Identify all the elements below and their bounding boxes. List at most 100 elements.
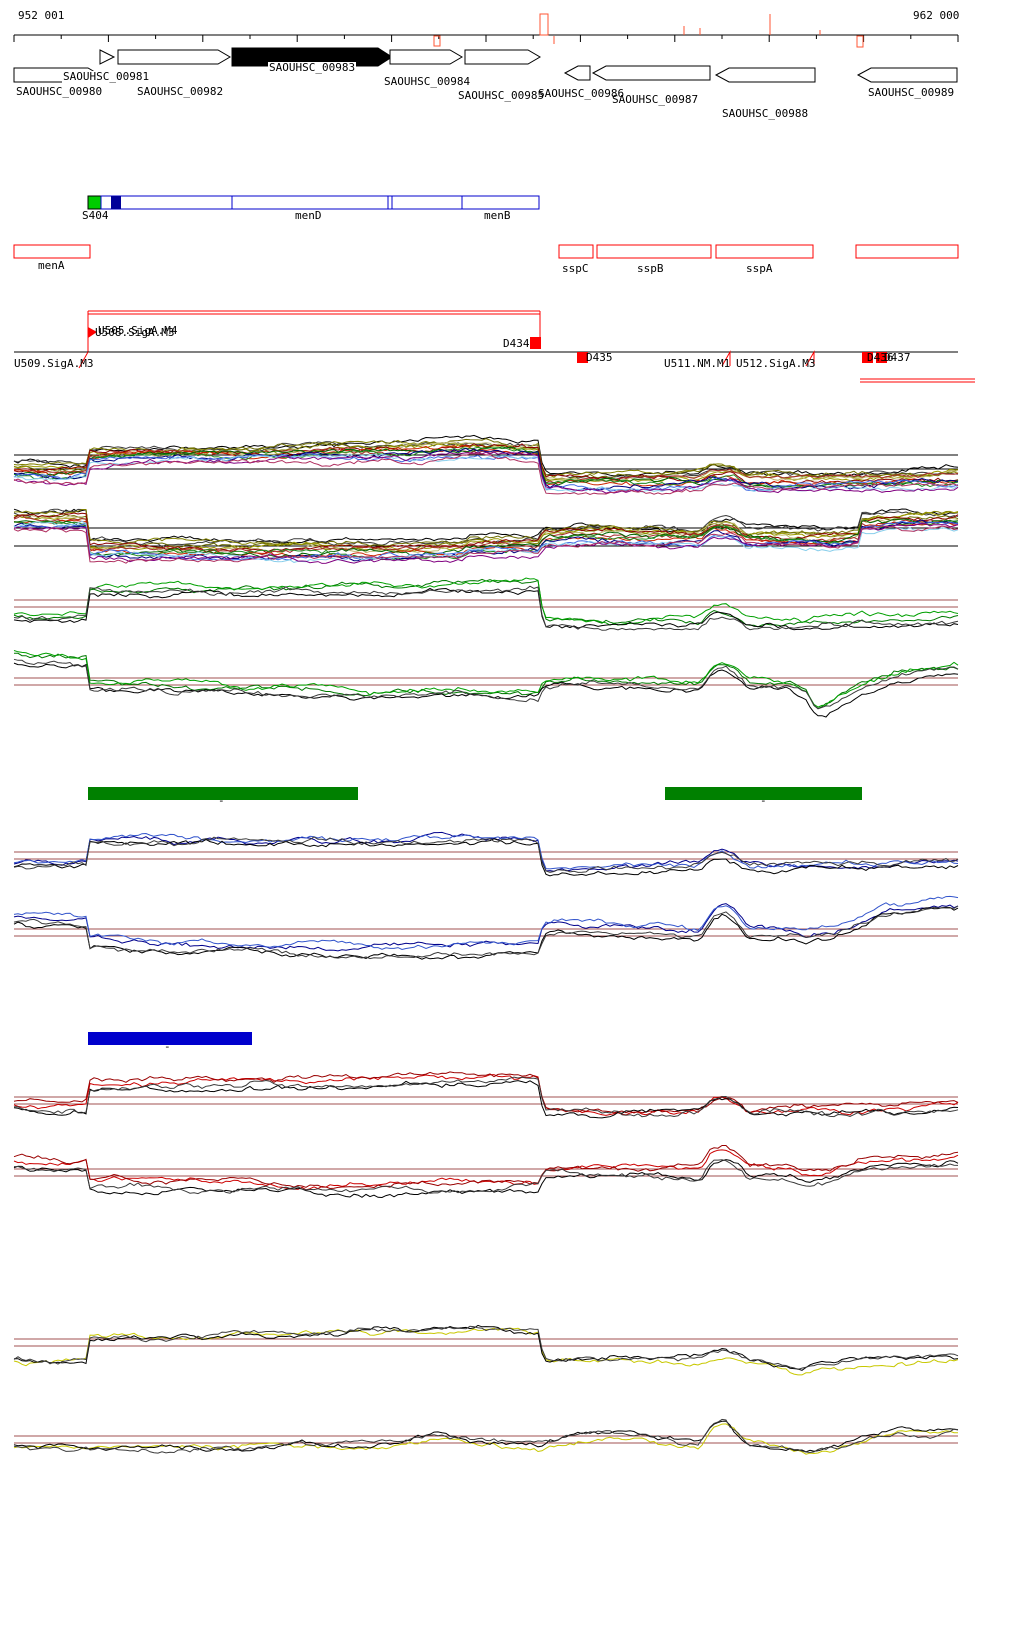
- condition_red_forward-series-2: [13, 1080, 959, 1119]
- condition_red_reverse-series-2: [13, 1159, 959, 1199]
- gene-arrow-saouhsc-00985[interactable]: [464, 49, 541, 65]
- gene-label-saouhsc-00985: SAOUHSC_00985: [458, 89, 545, 102]
- tiling_reverse_all_conditions-series-0: [13, 508, 959, 545]
- condition_red_reverse-series-3: [13, 1159, 959, 1195]
- feature-box-sspa[interactable]: [715, 244, 814, 259]
- ruler-feature-marks: [433, 13, 864, 48]
- gene-label-saouhsc-00982: SAOUHSC_00982: [137, 85, 224, 98]
- condition_blue_forward-series-0: [13, 831, 959, 872]
- condition_red_forward-series-1: [13, 1071, 959, 1114]
- signal-label-d437: D437: [884, 351, 911, 364]
- signal-flag-u511-icon[interactable]: [721, 350, 731, 367]
- condition_yellow_forward-series-2: [13, 1325, 959, 1370]
- signal-label-u508: U508.SigA.M3: [95, 326, 175, 339]
- feature-box-men-leader[interactable]: [111, 196, 121, 209]
- signal-box-d435[interactable]: [577, 352, 588, 363]
- tiling_forward_all_conditions-series-15: [13, 453, 959, 496]
- feature-label-sspb: sspB: [637, 262, 664, 275]
- tiling_forward_all_conditions-series-14: [13, 451, 959, 494]
- signal-box-d434[interactable]: [530, 337, 541, 349]
- gene-arrow-saouhsc-00986[interactable]: [563, 65, 591, 81]
- feature-label-menb: menB: [484, 209, 511, 222]
- feature-box-s404[interactable]: [87, 195, 102, 210]
- feature-track-red: [13, 244, 959, 259]
- condition_blue_forward-series-3: [13, 836, 959, 873]
- condition_green_reverse-series-2: [13, 662, 959, 718]
- signal-label-d435: D435: [586, 351, 613, 364]
- condition_green_reverse-series-1: [13, 650, 959, 708]
- gene-arrow-saouhsc-00989[interactable]: [856, 67, 958, 83]
- condition_blue_reverse-series-0: [13, 903, 959, 952]
- condition_yellow_reverse-series-2: [13, 1418, 959, 1454]
- gene-label-saouhsc-00988: SAOUHSC_00988: [722, 107, 809, 120]
- gene-track: [13, 47, 958, 83]
- gene-arrow-saouhsc-00988[interactable]: [714, 67, 816, 83]
- condition_blue_forward-series-1: [13, 832, 959, 870]
- signal-label-d436: D436: [867, 351, 894, 364]
- feature-box-unnamed[interactable]: [855, 244, 959, 259]
- gene-arrow-saouhsc-00981[interactable]: [99, 49, 116, 65]
- condition_red_forward-series-0: [13, 1074, 959, 1116]
- feature-box-men-operon[interactable]: [100, 195, 540, 210]
- condition_blue_reverse-series-2: [13, 906, 959, 960]
- signal-label-u511: U511.NM.M1: [664, 357, 731, 370]
- gene-label-saouhsc-00984: SAOUHSC_00984: [383, 75, 472, 88]
- signal-flag-u509-icon[interactable]: [78, 351, 89, 369]
- gene-label-saouhsc-00981: SAOUHSC_00981: [62, 70, 151, 83]
- tiling_reverse_all_conditions-series-10: [13, 519, 959, 561]
- feature-track-men: [87, 195, 540, 210]
- condition_red_reverse-series-0: [13, 1149, 959, 1191]
- ruler-mark-icon: [433, 35, 441, 47]
- signal-label-u512: U512.SigA.M3: [736, 357, 816, 370]
- feature-box-mena[interactable]: [13, 244, 91, 259]
- condition_green_forward-series-3: [13, 585, 959, 631]
- condition_red_forward-series-3: [14, 1076, 959, 1118]
- blue-bar-tick: -: [164, 1040, 171, 1053]
- condition_green_forward-series-0: [13, 578, 959, 628]
- signal-box-d437[interactable]: [876, 352, 887, 363]
- feature-box-sspb[interactable]: [596, 244, 712, 259]
- feature-label-sspc: sspC: [562, 262, 589, 275]
- ruler-mark-icon: [539, 13, 549, 36]
- transcription-signal-track: [14, 310, 975, 383]
- green-bar2-tick: -: [760, 794, 767, 807]
- gene-arrow-saouhsc-00982[interactable]: [117, 49, 231, 65]
- gene-label-saouhsc-00987: SAOUHSC_00987: [612, 93, 699, 106]
- tiling_reverse_all_conditions-series-6: [13, 512, 959, 553]
- condition_blue_reverse-series-1: [13, 895, 959, 951]
- gene-label-saouhsc-00980: SAOUHSC_00980: [16, 85, 103, 98]
- condition_green_forward-series-1: [13, 577, 959, 626]
- feature-box-sspc[interactable]: [558, 244, 594, 259]
- tiling_reverse_all_conditions-series-13: [13, 520, 959, 563]
- signal-flag-u512-icon[interactable]: [805, 350, 815, 367]
- signal-label-d434: D434: [503, 337, 530, 350]
- ruler-start-label: 952 001: [18, 9, 65, 22]
- tiling_forward_all_conditions-series-9: [13, 446, 959, 488]
- condition_green_reverse-series-0: [14, 652, 959, 710]
- segment_blue-bar[interactable]: [88, 1032, 252, 1045]
- feature-label-sspa: sspA: [746, 262, 773, 275]
- tiling_forward_all_conditions-series-12: [13, 453, 959, 492]
- gene-arrow-saouhsc-00984[interactable]: [389, 49, 463, 65]
- gene-arrow-saouhsc-00983[interactable]: [231, 47, 393, 67]
- signal-box-d436[interactable]: [862, 352, 873, 363]
- condition_green_reverse-series-3: [13, 658, 959, 710]
- tiling_reverse_all_conditions-series-3: [13, 513, 959, 549]
- ruler-mark-icon: [856, 35, 864, 48]
- signal-label-u509: U509.SigA.M3: [14, 357, 94, 370]
- signal-flag-u505-icon[interactable]: [88, 327, 97, 338]
- feature-label-mend: menD: [295, 209, 322, 222]
- condition_green_forward-series-2: [13, 587, 959, 631]
- expression-plots: [13, 434, 959, 1455]
- condition_yellow_forward-series-1: [13, 1324, 959, 1371]
- segments_green-bar[interactable]: [665, 787, 862, 800]
- segments_green-bar[interactable]: [88, 787, 358, 800]
- feature-label-mena: menA: [38, 259, 65, 272]
- ruler-end-label: 962 000: [913, 9, 960, 22]
- tiling_reverse_all_conditions-series-14: [13, 523, 959, 564]
- gene-arrow-saouhsc-00987[interactable]: [591, 65, 711, 81]
- condition_blue_forward-series-2: [13, 838, 959, 877]
- gene-label-saouhsc-00986: SAOUHSC_00986: [538, 87, 625, 100]
- gene-label-saouhsc-00989: SAOUHSC_00989: [868, 86, 955, 99]
